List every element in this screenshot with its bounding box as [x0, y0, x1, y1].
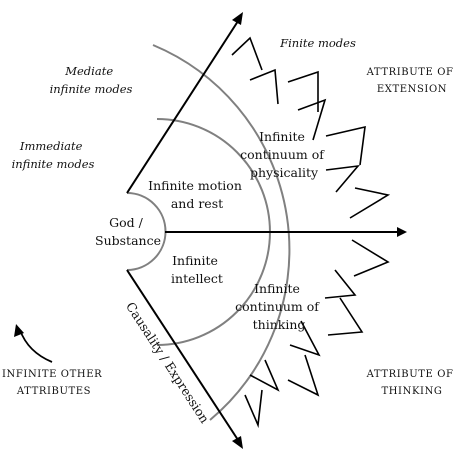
- extension-attribute-line1: ATTRIBUTE OF: [366, 67, 454, 78]
- physicality-line1: Infinite: [259, 129, 305, 144]
- causality-expression-label: Causality / Expression: [123, 299, 212, 426]
- finite-mode-zigzag: [249, 68, 279, 105]
- motion-rest-label: Infinite motion and rest: [148, 178, 246, 211]
- physicality-line2: continuum of: [240, 147, 325, 162]
- finite-modes-label: Finite modes: [279, 36, 356, 50]
- finite-mode-zigzag: [324, 269, 357, 299]
- immediate-modes-line2: infinite modes: [12, 157, 95, 171]
- other-attributes-arrowhead: [14, 324, 24, 337]
- upper-ray: [126, 17, 241, 194]
- center-label-line1: God /: [109, 215, 143, 230]
- thinking-region-label: Infinite continuum of thinking: [235, 281, 323, 332]
- mediate-modes-line2: infinite modes: [50, 82, 133, 96]
- thinking-region-line1: Infinite: [254, 281, 300, 296]
- motion-rest-line2: and rest: [171, 196, 223, 211]
- thinking-region-line2: continuum of: [235, 299, 320, 314]
- thinking-attribute-line1: ATTRIBUTE OF: [366, 369, 454, 380]
- finite-mode-zigzag: [327, 297, 364, 336]
- finite-mode-zigzag: [287, 70, 319, 112]
- other-attributes-line1: INFINITE OTHER: [2, 369, 102, 380]
- extension-attribute-label: ATTRIBUTE OF EXTENSION: [366, 67, 458, 95]
- center-label-line2: Substance: [95, 233, 161, 248]
- other-attributes-label: INFINITE OTHER ATTRIBUTES: [2, 369, 106, 397]
- motion-rest-line1: Infinite motion: [148, 178, 242, 193]
- finite-modes-zigzags-lower: [244, 239, 390, 429]
- finite-mode-zigzag: [351, 239, 390, 277]
- immediate-modes-label: Immediate infinite modes: [12, 139, 95, 171]
- upper-ray-arrowhead: [232, 12, 243, 25]
- extension-attribute-line2: EXTENSION: [377, 84, 447, 95]
- thinking-attribute-line2: THINKING: [381, 386, 442, 397]
- mediate-modes-arc: [152, 44, 291, 421]
- other-attributes-arrow: [19, 329, 53, 363]
- intellect-line1: Infinite: [172, 253, 218, 268]
- finite-modes-zigzags-upper: [231, 36, 391, 219]
- horizontal-ray-arrowhead: [397, 227, 407, 237]
- thinking-region-line3: thinking: [253, 317, 306, 332]
- substance-arc: [126, 192, 167, 271]
- mediate-modes-line1: Mediate: [64, 64, 113, 78]
- lower-ray-arrowhead: [232, 436, 243, 449]
- finite-mode-zigzag: [349, 187, 391, 219]
- finite-mode-zigzag: [244, 389, 263, 429]
- physicality-label: Infinite continuum of physicality: [240, 129, 328, 180]
- lower-ray: [126, 269, 241, 444]
- finite-mode-zigzag: [325, 164, 360, 193]
- finite-mode-zigzag: [249, 359, 280, 392]
- finite-mode-zigzag: [231, 36, 263, 71]
- immediate-modes-line1: Immediate: [19, 139, 83, 153]
- finite-mode-zigzag: [289, 320, 321, 357]
- other-attributes-line2: ATTRIBUTES: [16, 386, 91, 397]
- finite-mode-zigzag: [287, 354, 320, 397]
- thinking-attribute-label: ATTRIBUTE OF THINKING: [366, 369, 458, 397]
- intellect-label: Infinite intellect: [171, 253, 223, 286]
- center-label: God / Substance: [95, 215, 161, 248]
- mediate-modes-label: Mediate infinite modes: [50, 64, 133, 96]
- intellect-line2: intellect: [171, 271, 223, 286]
- finite-mode-zigzag: [297, 98, 327, 141]
- physicality-line3: physicality: [250, 165, 319, 180]
- finite-mode-zigzag: [325, 125, 366, 166]
